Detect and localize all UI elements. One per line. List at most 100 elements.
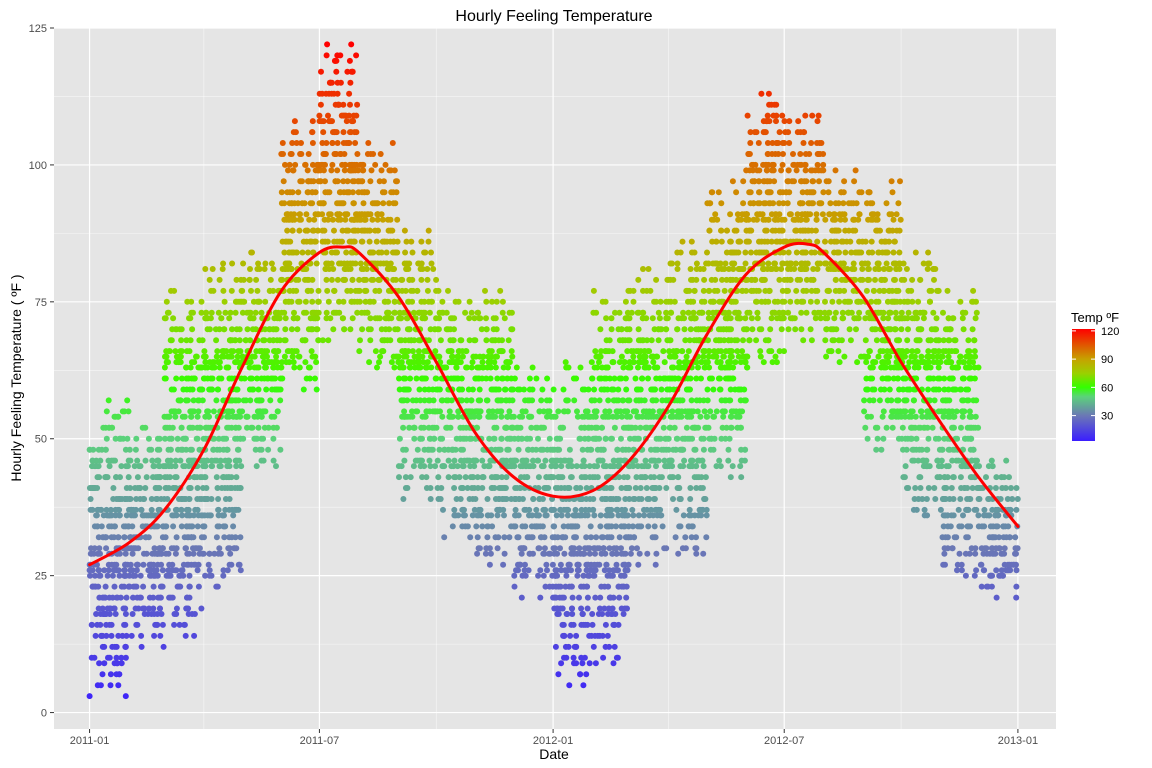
temperature-point <box>220 260 227 267</box>
temperature-point <box>91 654 98 661</box>
temperature-point <box>585 386 592 393</box>
temperature-point <box>134 561 141 568</box>
temperature-point <box>602 435 609 442</box>
temperature-point <box>586 550 593 557</box>
temperature-point <box>327 315 334 322</box>
temperature-point <box>96 660 103 667</box>
temperature-point <box>555 671 562 678</box>
temperature-point <box>512 512 518 519</box>
temperature-point <box>737 424 744 431</box>
temperature-point <box>426 446 433 453</box>
temperature-point <box>706 227 713 234</box>
temperature-point <box>728 348 735 355</box>
temperature-point <box>186 348 193 355</box>
temperature-point <box>236 457 243 464</box>
temperature-point <box>602 621 609 628</box>
temperature-point <box>202 359 209 366</box>
temperature-point <box>92 583 99 590</box>
temperature-point <box>391 298 398 305</box>
temperature-point <box>337 151 344 157</box>
temperature-point <box>159 621 166 628</box>
temperature-point <box>425 238 432 245</box>
temperature-point <box>784 260 791 267</box>
temperature-point <box>762 129 769 136</box>
temperature-point <box>244 413 251 420</box>
temperature-point <box>279 266 286 272</box>
temperature-point <box>695 364 701 371</box>
temperature-point <box>127 457 134 464</box>
temperature-point <box>306 216 313 223</box>
temperature-point <box>605 397 612 404</box>
temperature-point <box>580 682 587 689</box>
temperature-point <box>158 550 165 557</box>
temperature-point <box>622 408 629 415</box>
temperature-point <box>524 534 531 541</box>
temperature-point <box>360 161 367 168</box>
temperature-point <box>272 309 279 316</box>
temperature-point <box>426 397 433 404</box>
temperature-point <box>163 348 170 355</box>
temperature-point <box>328 249 335 256</box>
temperature-point <box>511 583 518 590</box>
temperature-point <box>187 337 194 344</box>
temperature-point <box>733 189 740 196</box>
temperature-point <box>721 287 728 294</box>
temperature-point <box>611 457 617 464</box>
temperature-point <box>220 567 227 574</box>
temperature-point <box>591 572 598 579</box>
temperature-point <box>674 397 681 404</box>
temperature-point <box>460 506 466 513</box>
temperature-point <box>326 211 333 218</box>
temperature-point <box>402 348 409 355</box>
temperature-point <box>480 364 487 371</box>
temperature-point <box>201 348 208 355</box>
temperature-point <box>744 309 751 316</box>
temperature-point <box>681 315 688 322</box>
temperature-point <box>270 457 277 464</box>
temperature-point <box>628 348 635 355</box>
temperature-point <box>763 227 770 234</box>
temperature-point <box>103 545 110 552</box>
temperature-point <box>367 315 374 322</box>
temperature-point <box>580 550 587 557</box>
temperature-point <box>184 298 191 305</box>
temperature-point <box>815 112 822 119</box>
temperature-point <box>419 375 425 382</box>
temperature-point <box>617 408 624 415</box>
temperature-point <box>341 260 348 267</box>
temperature-point <box>691 315 698 322</box>
temperature-point <box>428 298 435 305</box>
temperature-point <box>236 337 243 344</box>
temperature-point <box>577 671 584 678</box>
temperature-point <box>352 260 359 267</box>
temperature-point <box>630 359 637 366</box>
temperature-point <box>396 309 403 316</box>
temperature-point <box>416 260 422 267</box>
temperature-point <box>581 463 588 470</box>
temperature-point <box>103 506 110 513</box>
temperature-point <box>532 424 539 431</box>
temperature-point <box>692 446 699 453</box>
temperature-point <box>641 512 648 519</box>
temperature-point <box>590 545 597 552</box>
temperature-point <box>585 561 592 568</box>
temperature-point <box>302 266 309 272</box>
temperature-point <box>570 654 577 661</box>
temperature-point <box>510 413 517 420</box>
temperature-point <box>758 90 765 97</box>
temperature-point <box>415 337 422 344</box>
temperature-point <box>118 583 125 590</box>
temperature-point <box>167 457 174 464</box>
temperature-point <box>466 298 473 305</box>
temperature-point <box>800 140 807 146</box>
temperature-point <box>217 550 224 557</box>
temperature-point <box>204 408 211 415</box>
temperature-point <box>750 161 757 168</box>
temperature-point <box>387 167 394 174</box>
temperature-point <box>334 276 341 283</box>
temperature-point <box>319 238 326 245</box>
temperature-point <box>364 309 371 316</box>
temperature-point <box>808 140 815 146</box>
temperature-point <box>326 90 332 97</box>
temperature-point <box>613 523 619 530</box>
